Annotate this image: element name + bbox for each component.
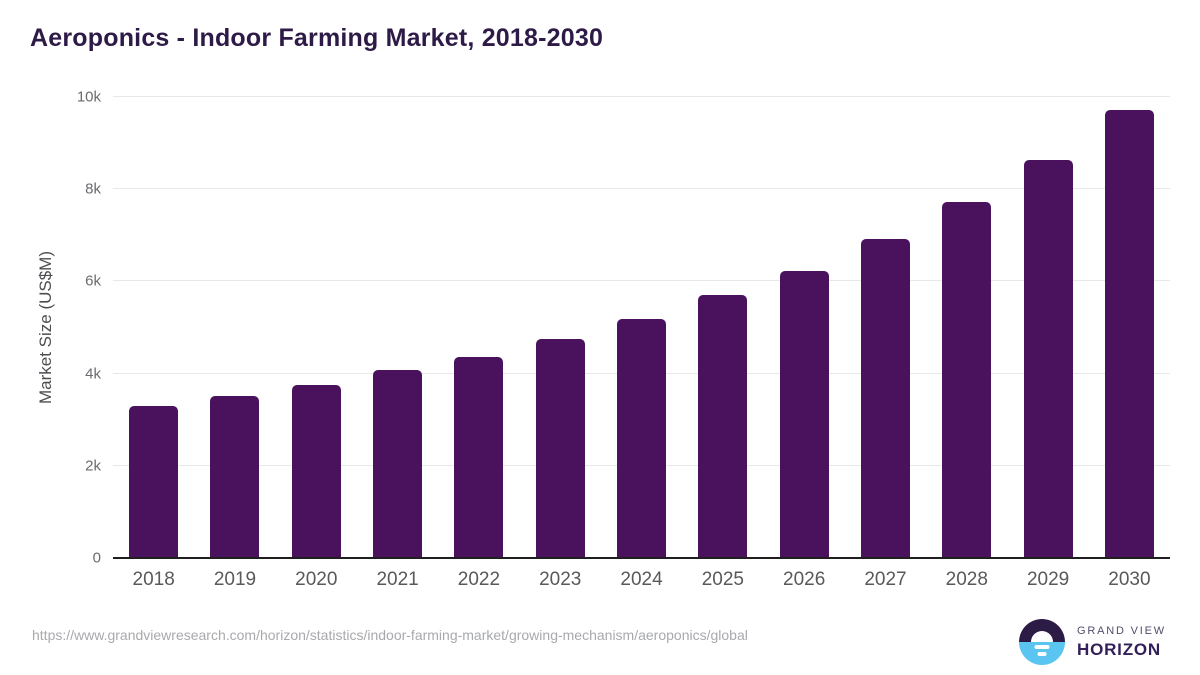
x-tick-2022: 2022 (457, 569, 501, 590)
x-tick-2018: 2018 (132, 569, 175, 590)
x-tick-2021: 2021 (376, 569, 419, 590)
grand-view-horizon-logo: GRAND VIEW HORIZON (1019, 619, 1166, 665)
x-tick-2030: 2030 (1108, 569, 1151, 590)
x-axis-line (113, 557, 1170, 559)
bar-slot-2022 (438, 97, 519, 558)
bar-slot-2028 (926, 97, 1007, 558)
logo-brand-bottom: HORIZON (1077, 639, 1161, 659)
x-tick-2027: 2027 (864, 569, 907, 590)
logo-text: GRAND VIEW HORIZON (1077, 625, 1166, 660)
bar-slot-2030 (1089, 97, 1170, 558)
bar-slot-2023 (520, 97, 601, 558)
x-tick-2020: 2020 (295, 569, 338, 590)
x-tick-2019: 2019 (213, 569, 257, 590)
bar-slot-2026 (764, 97, 845, 558)
x-tick-2028: 2028 (945, 569, 988, 590)
bar-slot-2019 (194, 97, 275, 558)
bar-2026[interactable] (779, 270, 829, 558)
bar-2022[interactable] (454, 356, 504, 558)
bar-2027[interactable] (860, 238, 910, 558)
horizon-reflection-line (1037, 652, 1047, 656)
bar-slot-2025 (682, 97, 763, 558)
x-tick-2029: 2029 (1026, 569, 1070, 590)
y-tick-8k: 8k (85, 180, 101, 198)
y-tick-2k: 2k (85, 457, 101, 475)
bar-2019[interactable] (210, 395, 260, 558)
bars-row (113, 97, 1170, 558)
horizon-reflection-line (1034, 645, 1050, 649)
bar-2025[interactable] (698, 295, 748, 558)
horizon-sun-arch (1031, 631, 1053, 642)
bar-2018[interactable] (129, 405, 179, 558)
x-tick-2024: 2024 (620, 569, 663, 590)
bar-2024[interactable] (617, 318, 667, 558)
y-tick-10k: 10k (76, 88, 101, 106)
plot-area: 2018 2019 2020 2021 2022 2023 2024 2025 2026 2027… (77, 89, 1170, 590)
y-tick-4k: 4k (85, 365, 101, 383)
gridline-8k (113, 188, 1170, 190)
bar-slot-2020 (276, 97, 357, 558)
bar-2020[interactable] (291, 384, 341, 558)
bar-2028[interactable] (942, 202, 992, 558)
x-tick-2026: 2026 (783, 569, 826, 590)
chart-title: Aeroponics - Indoor Farming Market, 2018… (30, 24, 604, 52)
x-tick-2023: 2023 (539, 569, 582, 590)
gridline-6k (113, 280, 1170, 282)
bar-2029[interactable] (1023, 160, 1073, 558)
x-labels-row: 2018 2019 2020 2021 2022 2023 2024 2025 2026 2027… (113, 569, 1170, 591)
bar-2023[interactable] (535, 338, 585, 558)
x-tick-2025: 2025 (701, 569, 744, 590)
bar-slot-2018 (113, 97, 194, 558)
source-url: https://www.grandviewresearch.com/horizo… (32, 627, 748, 643)
bar-slot-2029 (1007, 97, 1088, 558)
bar-slot-2024 (601, 97, 682, 558)
y-tick-0: 0 (92, 549, 101, 567)
horizon-sun-icon (1019, 619, 1065, 665)
bar-2030[interactable] (1104, 109, 1154, 558)
y-tick-6k: 6k (85, 272, 101, 290)
bar-2021[interactable] (373, 370, 423, 558)
logo-brand-top: GRAND VIEW (1077, 624, 1166, 637)
y-axis-title-wrap: Market Size (US$M) (33, 97, 59, 558)
bar-slot-2027 (845, 97, 926, 558)
gridline-10k (113, 96, 1170, 97)
bar-slot-2021 (357, 97, 438, 558)
